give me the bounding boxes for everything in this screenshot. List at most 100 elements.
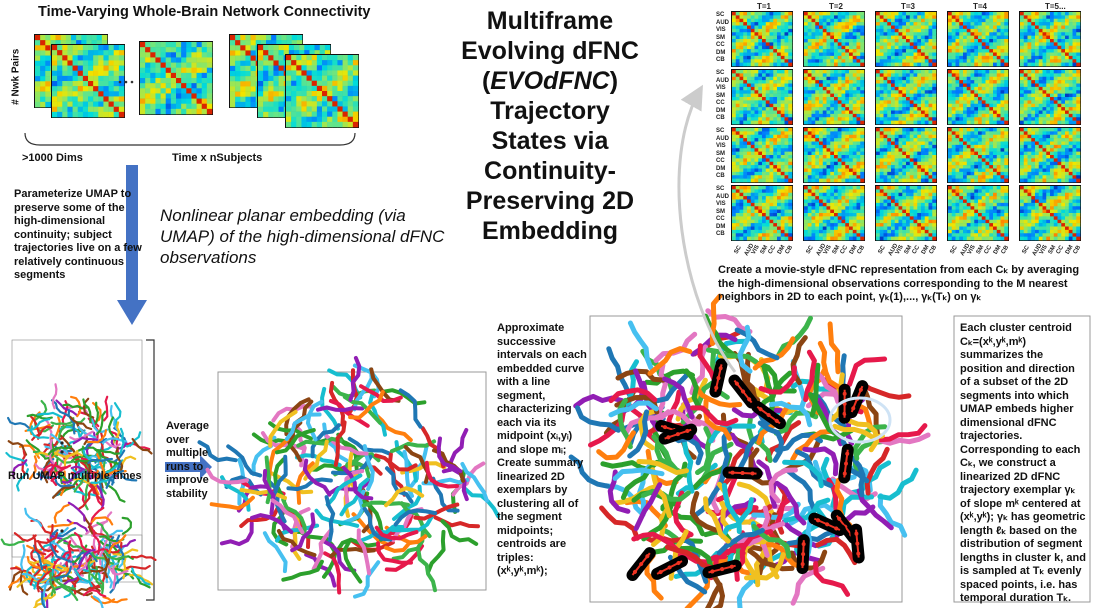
matrix-cell [830, 100, 835, 105]
matrix-cell [732, 55, 737, 60]
matrix-cell [181, 88, 187, 94]
matrix-cell [883, 49, 888, 53]
matrix-cell [913, 103, 918, 108]
matrix-cell [837, 100, 842, 105]
matrix-cell [876, 39, 881, 43]
matrix-cell [894, 148, 899, 152]
matrix-cell [743, 80, 748, 84]
matrix-cell [826, 18, 831, 23]
matrix-cell [837, 155, 842, 159]
matrix-cell [974, 35, 979, 40]
matrix-cell [928, 18, 933, 23]
matrix-cell [924, 117, 929, 121]
matrix-cell [739, 199, 744, 204]
matrix-cell [898, 189, 903, 194]
matrix-cell [732, 28, 737, 33]
matrix-cell [769, 22, 774, 26]
matrix-cell [849, 52, 854, 57]
matrix-cell [966, 49, 971, 53]
matrix-cell [951, 32, 956, 36]
matrix-cell [819, 62, 824, 67]
matrix-cell [788, 192, 793, 197]
matrix-cell [876, 175, 881, 179]
matrix-cell [67, 65, 73, 72]
matrix-cell [82, 60, 89, 66]
matrix-cell [322, 111, 328, 118]
matrix-cell [811, 42, 816, 47]
matrix-cell [913, 171, 918, 176]
matrix-cell [876, 49, 881, 53]
matrix-cell [291, 121, 297, 128]
matrix-cell [981, 32, 986, 36]
matrix-cell [921, 233, 926, 237]
matrix-cell [352, 75, 359, 82]
matrix-cell [913, 80, 918, 84]
matrix-cell [758, 202, 763, 207]
matrix-cell [959, 103, 964, 108]
matrix-cell [176, 62, 182, 69]
matrix-cell [815, 59, 820, 63]
matrix-cell [902, 209, 907, 214]
matrix-cell [811, 168, 816, 173]
matrix-cell [819, 32, 824, 36]
matrix-cell [963, 97, 968, 101]
matrix-cell [747, 100, 752, 105]
matrix-cell [743, 151, 748, 156]
matrix-cell [906, 171, 911, 176]
matrix-cell [845, 229, 850, 234]
matrix-cell [887, 189, 892, 194]
matrix-cell [93, 55, 99, 61]
matrix-cell [963, 32, 968, 36]
matrix-cell [932, 171, 937, 176]
matrix-cell [876, 12, 881, 16]
matrix-cell [815, 155, 820, 159]
matrix-cell [747, 83, 752, 88]
matrix-cell [989, 155, 994, 159]
matrix-cell [118, 81, 125, 87]
matrix-cell [296, 106, 302, 112]
matrix-cell [754, 171, 759, 176]
matrix-cell [913, 196, 918, 200]
matrix-cell [819, 151, 824, 156]
matrix-cell [837, 236, 842, 241]
matrix-cell [750, 80, 755, 84]
matrix-cell [347, 80, 354, 87]
matrix-cell [777, 138, 782, 142]
matrix-cell [860, 158, 865, 163]
matrix-cell [118, 96, 125, 102]
matrix-cell [291, 65, 297, 71]
matrix-cell [879, 97, 884, 101]
matrix-cell [140, 98, 146, 105]
matrix-cell [296, 85, 302, 92]
matrix-cell [804, 70, 809, 74]
matrix-cell [928, 186, 933, 190]
matrix-cell [856, 83, 861, 88]
matrix-cell [978, 107, 983, 111]
matrix-cell [57, 65, 63, 72]
matrix-cell [963, 45, 968, 50]
matrix-cell [769, 83, 774, 88]
matrix-cell [837, 158, 842, 163]
matrix-cell [856, 134, 861, 139]
matrix-cell [811, 86, 816, 91]
matrix-cell [883, 55, 888, 60]
matrix-cell [887, 86, 892, 91]
matrix-cell [735, 189, 740, 194]
matrix-cell [891, 59, 896, 63]
matrix-cell [909, 131, 914, 136]
matrix-cell [301, 116, 307, 123]
matrix-cell [834, 168, 839, 173]
matrix-cell [876, 59, 881, 63]
matrix-cell [845, 233, 850, 237]
matrix-cell [739, 22, 744, 26]
matrix-cell [769, 229, 774, 234]
matrix-cell [743, 171, 748, 176]
matrix-cell [1000, 32, 1005, 36]
matrix-cell [286, 60, 292, 66]
matrix-cell [765, 55, 770, 60]
matrix-cell [959, 52, 964, 57]
matrix-cell [837, 90, 842, 94]
matrix-cell [959, 165, 964, 169]
matrix-cell [1000, 134, 1005, 139]
matrix-cell [830, 233, 835, 237]
